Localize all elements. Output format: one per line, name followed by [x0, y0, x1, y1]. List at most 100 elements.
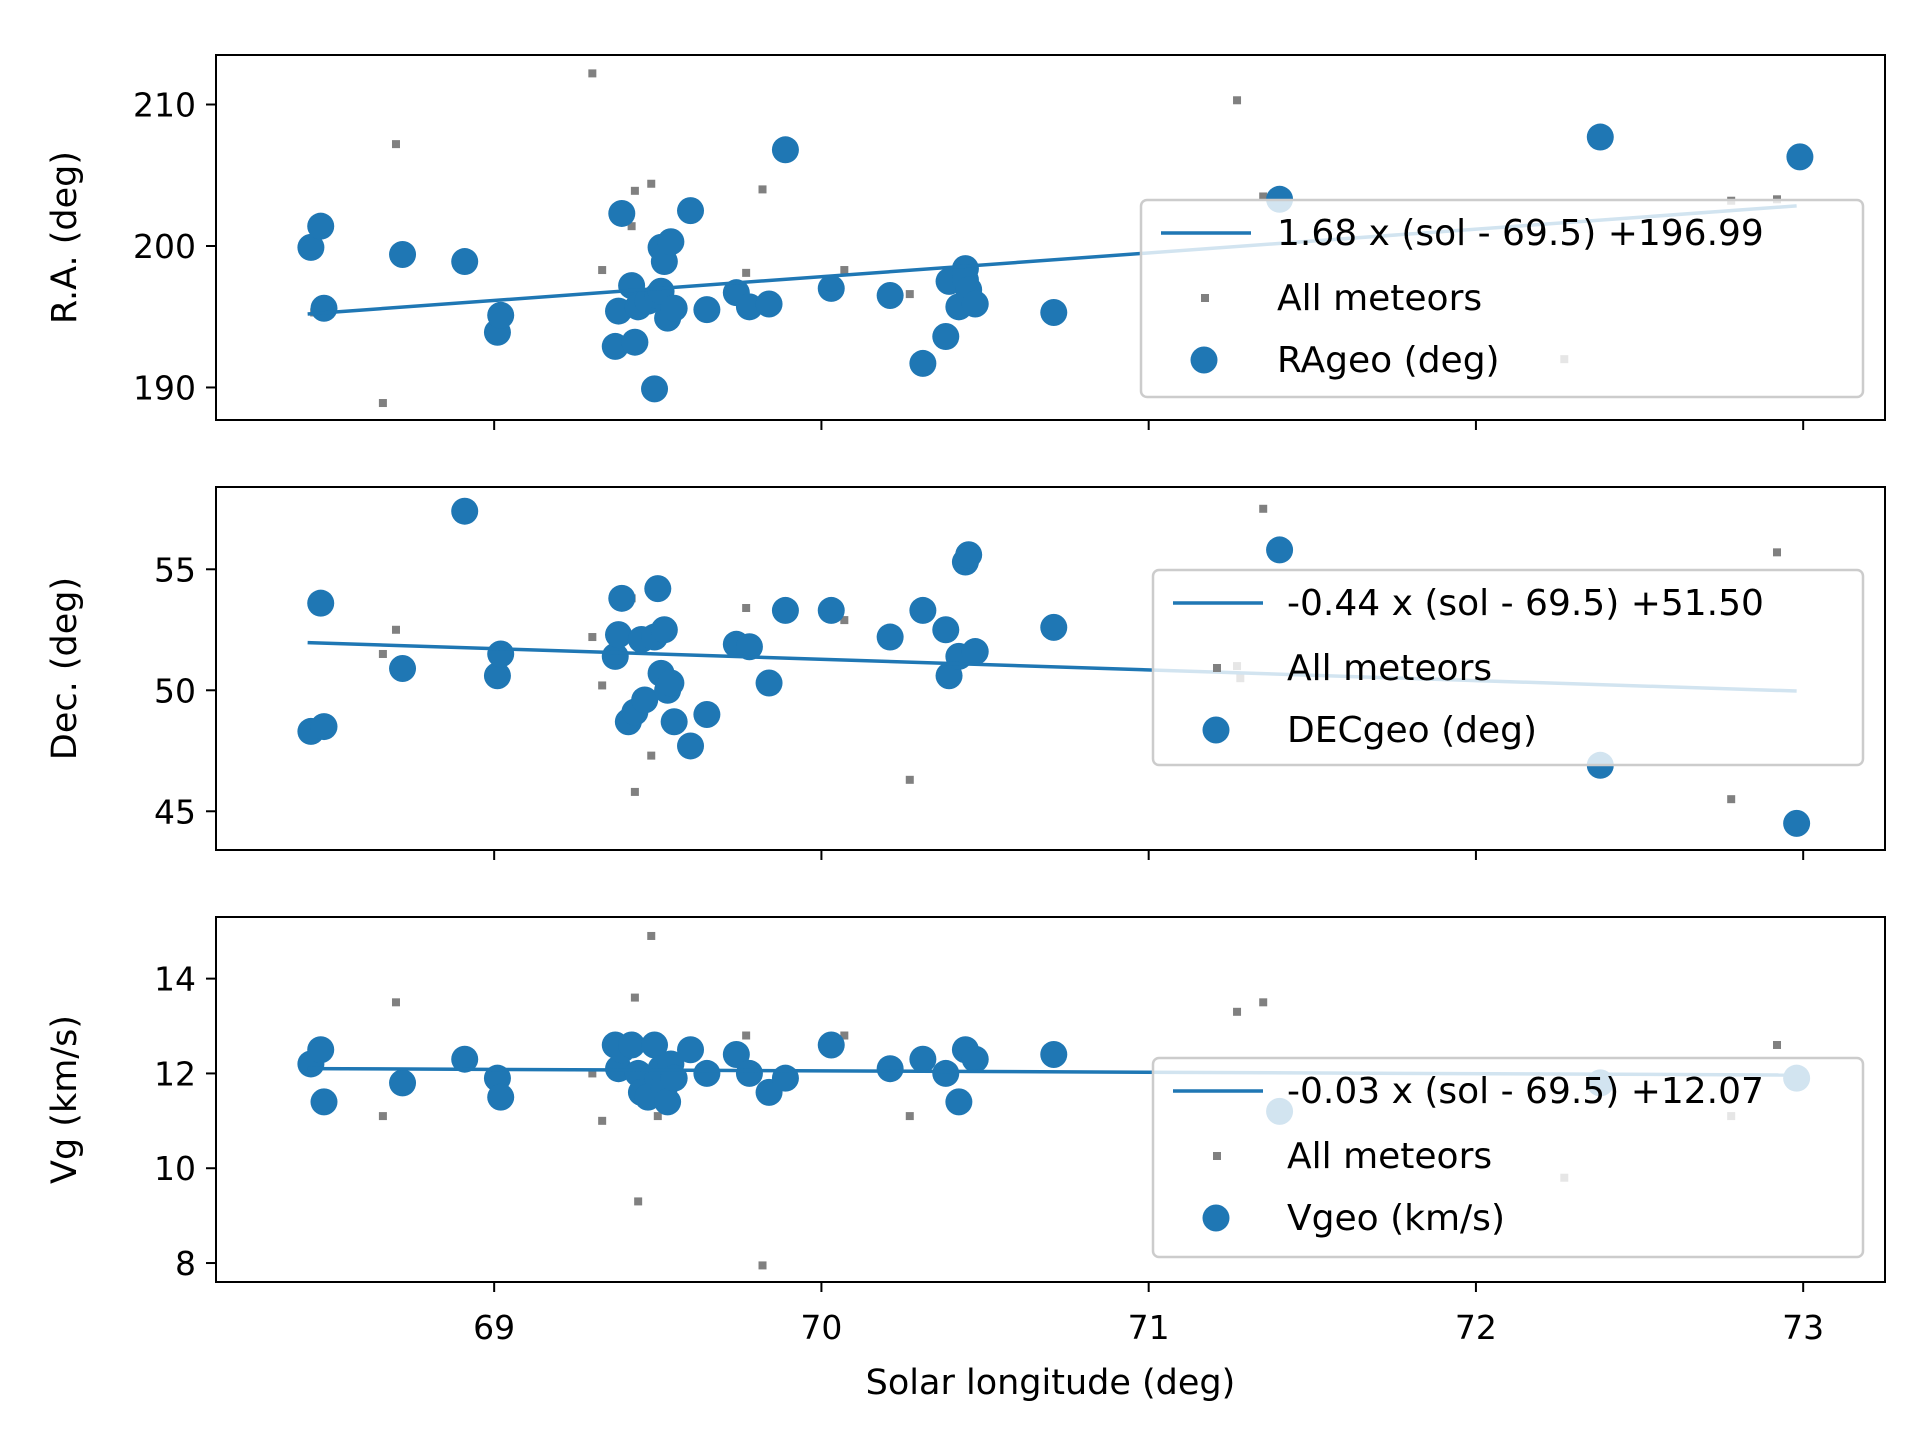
all-meteors-point	[905, 290, 914, 299]
series-point	[1266, 536, 1294, 564]
all-meteors-point	[1727, 795, 1736, 804]
panel-dec: 45 50 55 Dec. (deg) -0.44 x (sol - 69.5) +51…	[45, 486, 1886, 860]
all-meteors-point	[1259, 998, 1268, 1007]
legend-all-label: All meteors	[1277, 278, 1482, 319]
all-meteors-point	[1259, 504, 1268, 513]
series-point	[657, 228, 685, 256]
series-point	[487, 1083, 515, 1111]
series-point	[389, 240, 417, 268]
series-point	[945, 1088, 973, 1116]
legend-all-swatch	[1201, 294, 1209, 302]
all-meteors-point	[378, 1112, 387, 1121]
all-meteors-point	[634, 1197, 643, 1206]
y-tick-label: 14	[154, 960, 196, 999]
series-point	[755, 290, 783, 318]
all-meteors-point	[630, 993, 639, 1002]
y-tick-label: 10	[154, 1149, 196, 1188]
series-point	[618, 1031, 646, 1059]
legend: -0.03 x (sol - 69.5) +12.07 All meteors Vg…	[1151, 1056, 1865, 1259]
series-point	[487, 640, 515, 668]
series-point	[657, 669, 685, 697]
series-point	[487, 301, 515, 329]
series-point	[932, 323, 960, 351]
series-point	[755, 669, 783, 697]
series-point	[693, 700, 721, 728]
all-meteors-point	[588, 633, 597, 642]
legend-all-label: All meteors	[1287, 1136, 1492, 1177]
legend-box	[1139, 198, 1865, 399]
series-point	[817, 274, 845, 302]
series-point	[389, 1069, 417, 1097]
series-point	[771, 136, 799, 164]
all-meteors-point	[1773, 1040, 1782, 1049]
all-meteors-point	[391, 625, 400, 634]
all-meteors-point	[840, 1031, 849, 1040]
all-meteors-point	[758, 1261, 767, 1270]
series-point	[909, 596, 937, 624]
legend: -0.44 x (sol - 69.5) +51.50 All meteors DE…	[1151, 568, 1865, 767]
x-tick-label: 70	[800, 1308, 842, 1347]
all-meteors-point	[630, 186, 639, 195]
all-meteors-point	[742, 268, 751, 277]
y-tick-label: 50	[154, 671, 196, 710]
series-point	[660, 708, 688, 736]
series-point	[650, 616, 678, 644]
series-point	[641, 375, 669, 403]
series-point	[735, 633, 763, 661]
series-point	[693, 1059, 721, 1087]
series-point	[641, 1031, 669, 1059]
legend-box	[1151, 1056, 1865, 1259]
all-meteors-point	[391, 998, 400, 1007]
y-tick-label: 210	[133, 86, 196, 125]
series-point	[307, 212, 335, 240]
x-tick-label: 71	[1128, 1308, 1170, 1347]
all-meteors-point	[905, 1112, 914, 1121]
series-point	[631, 686, 659, 714]
series-point	[932, 616, 960, 644]
series-point	[605, 621, 633, 649]
series-point	[1040, 1040, 1068, 1068]
legend-all-swatch	[1213, 1152, 1221, 1160]
all-meteors-point	[630, 787, 639, 796]
legend-all-label: All meteors	[1287, 648, 1492, 689]
axes-frame	[215, 916, 1886, 1283]
legend-series-label: DECgeo (deg)	[1287, 710, 1537, 751]
y-tick-label: 45	[154, 792, 196, 831]
all-meteors-point	[905, 775, 914, 784]
series-point	[951, 255, 979, 283]
y-tick-label: 55	[154, 550, 196, 589]
series-point	[660, 294, 688, 322]
series-point	[1586, 123, 1614, 151]
series-point	[771, 596, 799, 624]
series-point	[961, 290, 989, 318]
y-tick-label: 8	[175, 1244, 196, 1283]
series-point	[601, 642, 629, 670]
panel-ra: 190 200 210 R.A. (deg) 1.68 x (sol - 69.5) +…	[45, 54, 1886, 430]
series-point	[961, 1045, 989, 1073]
series-point	[297, 233, 325, 261]
series-point	[1040, 298, 1068, 326]
series-point	[876, 623, 904, 651]
y-tick-label: 190	[133, 368, 196, 407]
all-meteors-point	[598, 266, 607, 275]
series-point	[389, 655, 417, 682]
all-meteors-point	[1773, 548, 1782, 557]
y-axis-label: R.A. (deg)	[45, 151, 85, 324]
all-meteors-point	[598, 1116, 607, 1125]
all-meteors-point	[647, 751, 656, 760]
legend-fit-label: -0.03 x (sol - 69.5) +12.07	[1287, 1071, 1764, 1112]
series-point	[876, 1055, 904, 1083]
all-meteors-point	[1259, 192, 1268, 201]
all-meteors-point	[647, 179, 656, 188]
legend-series-swatch	[1202, 1204, 1230, 1232]
series-point	[451, 248, 479, 276]
series-point	[608, 584, 636, 612]
all-meteors-point	[588, 1069, 597, 1078]
all-meteors-point	[758, 185, 767, 194]
legend-fit-label: -0.44 x (sol - 69.5) +51.50	[1287, 583, 1764, 624]
series-point	[608, 199, 636, 227]
series-point	[677, 1036, 705, 1064]
y-axis-label: Vg (km/s)	[45, 1015, 85, 1184]
series-point	[307, 1036, 335, 1064]
